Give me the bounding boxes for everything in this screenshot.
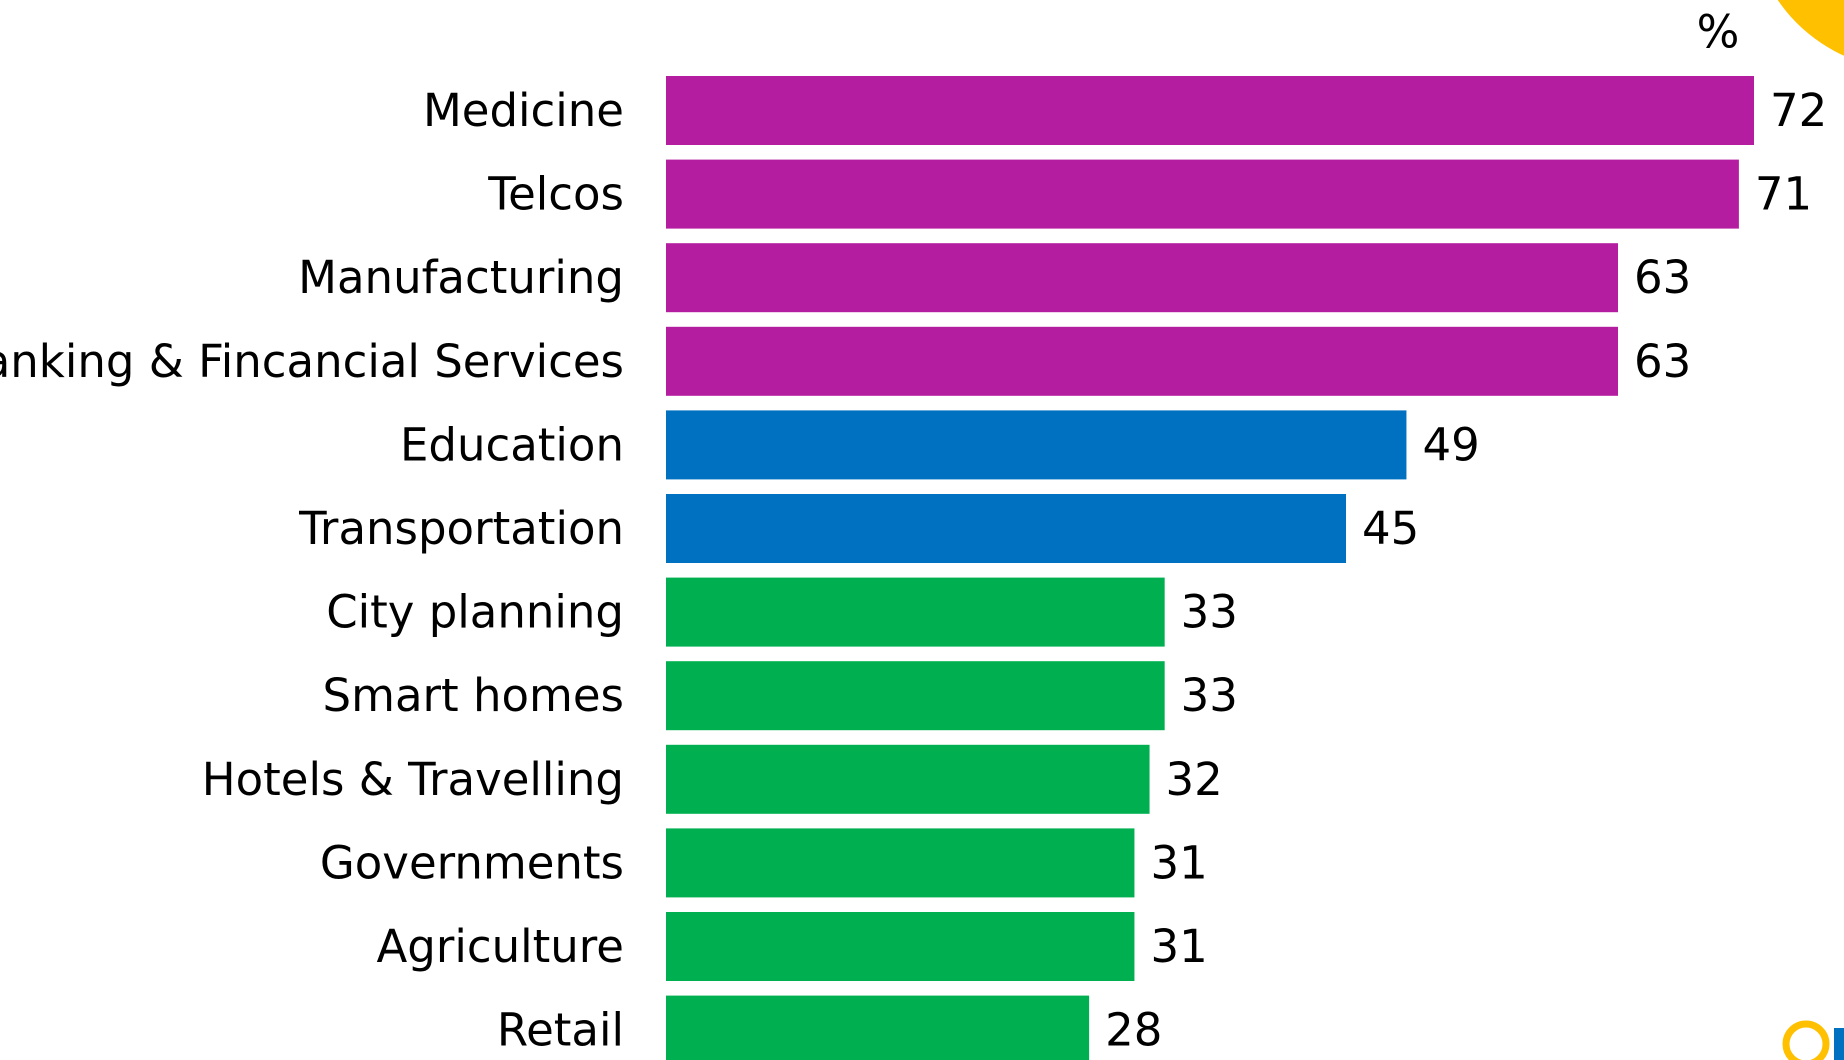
bar-10 (666, 912, 1135, 981)
bar-11 (666, 995, 1090, 1060)
value-label-0: 72 (1770, 84, 1827, 137)
category-label-9: Governments (320, 836, 624, 889)
value-label-7: 33 (1181, 669, 1238, 722)
corner-accent-shape (1777, 0, 1844, 56)
category-label-11: Retail (497, 1004, 624, 1057)
decoration-layer (1777, 0, 1844, 1060)
logo-mark-icon (1834, 1028, 1844, 1060)
category-label-3: Banking & Fincancial Services (0, 335, 624, 388)
category-label-8: Hotels & Travelling (202, 753, 624, 806)
bar-3 (666, 326, 1618, 396)
category-label-0: Medicine (423, 84, 624, 137)
value-label-6: 33 (1181, 586, 1238, 639)
logo-ring-icon (1782, 1020, 1830, 1060)
category-label-2: Manufacturing (298, 251, 624, 304)
value-label-4: 49 (1422, 418, 1479, 471)
value-label-1: 71 (1755, 168, 1812, 221)
bar-0 (666, 76, 1754, 145)
bar-5 (666, 494, 1346, 563)
value-label-8: 32 (1166, 753, 1223, 806)
value-label-5: 45 (1362, 502, 1419, 555)
value-label-10: 31 (1150, 920, 1207, 973)
category-label-4: Education (400, 418, 624, 471)
unit-label: % (1697, 6, 1740, 59)
value-label-2: 63 (1634, 251, 1691, 304)
value-label-11: 28 (1105, 1004, 1162, 1057)
category-label-1: Telcos (487, 168, 624, 221)
category-labels-group: Medicine Telcos Manufacturing Banking & Fin… (0, 84, 624, 1057)
category-label-7: Smart homes (323, 669, 624, 722)
value-label-3: 63 (1634, 335, 1691, 388)
bar-1 (666, 159, 1739, 229)
category-label-5: Transportation (298, 502, 624, 555)
bars-group (666, 76, 1754, 1060)
bar-2 (666, 243, 1618, 313)
value-label-9: 31 (1150, 836, 1207, 889)
bar-4 (666, 410, 1407, 480)
category-label-6: City planning (326, 586, 624, 639)
category-label-10: Agriculture (377, 920, 624, 973)
bar-8 (666, 744, 1150, 814)
bar-9 (666, 828, 1135, 898)
bar-7 (666, 661, 1165, 731)
bar-6 (666, 577, 1165, 647)
